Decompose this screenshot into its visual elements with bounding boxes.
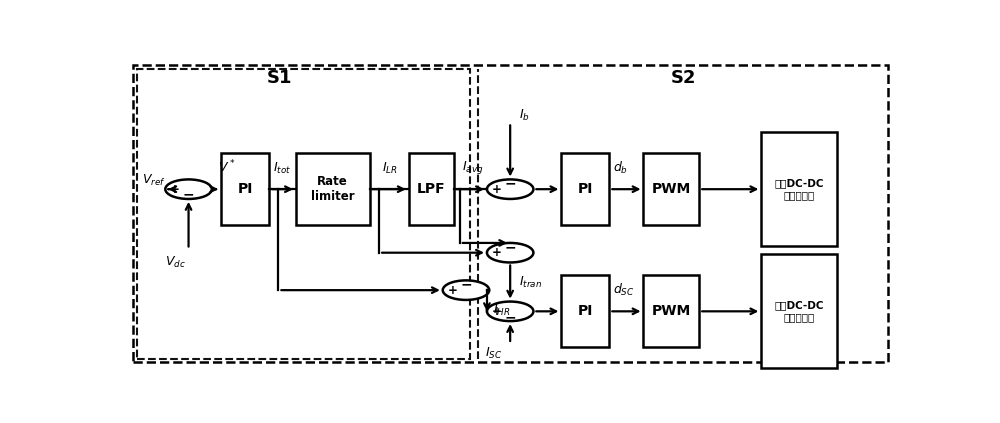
Text: +: + bbox=[448, 284, 457, 297]
Circle shape bbox=[487, 302, 533, 321]
Text: LPF: LPF bbox=[417, 182, 445, 196]
Text: S2: S2 bbox=[670, 69, 696, 88]
Text: PI: PI bbox=[578, 304, 593, 319]
FancyBboxPatch shape bbox=[761, 254, 837, 368]
Text: −: − bbox=[460, 277, 472, 291]
Text: $I_{tran}$: $I_{tran}$ bbox=[519, 275, 543, 290]
Text: +: + bbox=[492, 246, 502, 259]
Text: −: − bbox=[504, 240, 516, 254]
FancyBboxPatch shape bbox=[561, 154, 609, 225]
Text: S1: S1 bbox=[267, 69, 293, 88]
FancyBboxPatch shape bbox=[761, 132, 837, 246]
Circle shape bbox=[443, 280, 489, 300]
Circle shape bbox=[165, 179, 212, 199]
Text: $V_{dc}$: $V_{dc}$ bbox=[165, 255, 186, 270]
Text: −: − bbox=[183, 188, 194, 202]
FancyBboxPatch shape bbox=[561, 275, 609, 347]
Text: $I_{HR}$: $I_{HR}$ bbox=[493, 303, 511, 318]
Text: PI: PI bbox=[578, 182, 593, 196]
Text: $d_b$: $d_b$ bbox=[613, 159, 628, 176]
Text: PWM: PWM bbox=[652, 304, 691, 319]
Text: $d_{SC}$: $d_{SC}$ bbox=[613, 282, 635, 298]
FancyBboxPatch shape bbox=[137, 69, 470, 359]
Text: $I_{tot}$: $I_{tot}$ bbox=[273, 160, 291, 176]
Text: $I_{LR}$: $I_{LR}$ bbox=[382, 160, 398, 176]
Text: 第一DC-DC
双向变换器: 第一DC-DC 双向变换器 bbox=[774, 179, 824, 200]
FancyBboxPatch shape bbox=[409, 154, 454, 225]
Circle shape bbox=[487, 179, 533, 199]
Text: +: + bbox=[170, 183, 180, 196]
Text: +: + bbox=[492, 183, 502, 196]
Text: $I_b$: $I_b$ bbox=[519, 108, 530, 124]
Text: Rate
limiter: Rate limiter bbox=[311, 175, 355, 203]
FancyBboxPatch shape bbox=[643, 154, 699, 225]
FancyBboxPatch shape bbox=[296, 154, 370, 225]
Text: $I_{avg}$: $I_{avg}$ bbox=[462, 159, 484, 176]
Text: $V^*$: $V^*$ bbox=[218, 159, 235, 176]
Text: PWM: PWM bbox=[652, 182, 691, 196]
Text: −: − bbox=[504, 176, 516, 190]
Text: PI: PI bbox=[237, 182, 253, 196]
Text: 第二DC-DC
双向变换器: 第二DC-DC 双向变换器 bbox=[774, 300, 824, 322]
FancyBboxPatch shape bbox=[133, 66, 888, 362]
FancyBboxPatch shape bbox=[643, 275, 699, 347]
Circle shape bbox=[487, 243, 533, 262]
FancyBboxPatch shape bbox=[221, 154, 269, 225]
Text: $V_{ref}$: $V_{ref}$ bbox=[142, 173, 166, 187]
Text: $I_{SC}$: $I_{SC}$ bbox=[485, 346, 502, 361]
Text: +: + bbox=[492, 305, 502, 318]
Text: −: − bbox=[504, 310, 516, 324]
